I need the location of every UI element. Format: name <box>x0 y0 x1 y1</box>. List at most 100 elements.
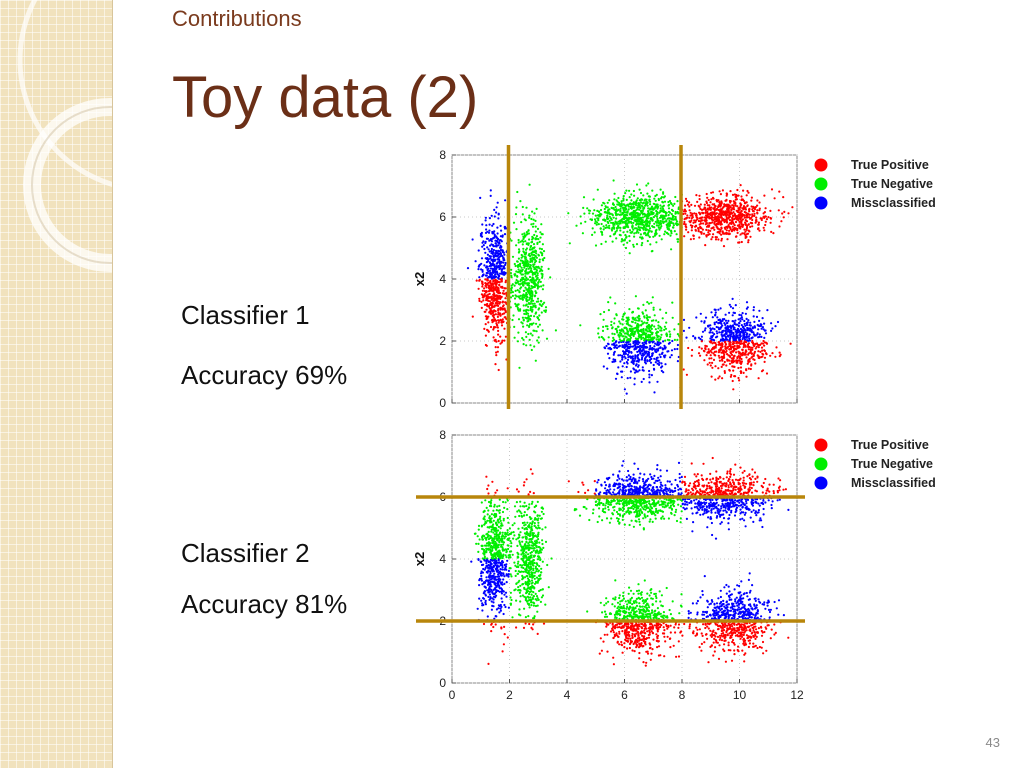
data-point <box>647 330 649 332</box>
data-point <box>700 203 702 205</box>
data-point <box>497 573 499 575</box>
data-point <box>751 337 753 339</box>
data-point <box>683 223 685 225</box>
data-point <box>594 222 596 224</box>
data-point <box>712 348 714 350</box>
data-point <box>656 331 658 333</box>
data-point <box>495 522 497 524</box>
data-point <box>656 381 658 383</box>
data-point <box>640 338 642 340</box>
data-point <box>529 255 531 257</box>
section-label: Contributions <box>172 6 302 32</box>
data-point <box>519 263 521 265</box>
data-point <box>542 303 544 305</box>
data-point <box>493 538 495 540</box>
data-point <box>598 223 600 225</box>
data-point <box>685 229 687 231</box>
decorative-side-panel <box>0 0 113 768</box>
data-point <box>668 222 670 224</box>
data-point <box>501 597 503 599</box>
data-point <box>711 376 713 378</box>
data-point <box>633 210 635 212</box>
data-point <box>596 224 598 226</box>
data-point <box>490 545 492 547</box>
data-point <box>479 578 481 580</box>
data-point <box>510 573 512 575</box>
data-point <box>613 322 615 324</box>
data-point <box>607 218 609 220</box>
data-point <box>517 332 519 334</box>
data-point <box>530 268 532 270</box>
data-point <box>623 356 625 358</box>
data-point <box>633 214 635 216</box>
data-point <box>495 623 497 625</box>
data-point <box>705 317 707 319</box>
data-point <box>708 204 710 206</box>
data-point <box>769 355 771 357</box>
data-point <box>779 352 781 354</box>
data-point <box>523 251 525 253</box>
data-point <box>639 236 641 238</box>
data-point <box>706 354 708 356</box>
data-point <box>484 593 486 595</box>
data-point <box>484 521 486 523</box>
data-point <box>534 303 536 305</box>
data-point <box>480 600 482 602</box>
data-point <box>612 222 614 224</box>
data-point <box>739 357 741 359</box>
data-point <box>483 244 485 246</box>
data-point <box>657 321 659 323</box>
data-point <box>498 261 500 263</box>
data-point <box>500 553 502 555</box>
data-point <box>535 250 537 252</box>
data-point <box>512 524 514 526</box>
data-point <box>714 322 716 324</box>
data-point <box>533 243 535 245</box>
data-point <box>646 346 648 348</box>
data-point <box>720 217 722 219</box>
data-point <box>536 595 538 597</box>
data-point <box>764 357 766 359</box>
data-point <box>495 615 497 617</box>
data-point <box>645 184 647 186</box>
data-point <box>632 203 634 205</box>
data-point <box>758 222 760 224</box>
data-point <box>489 262 491 264</box>
data-point <box>525 295 527 297</box>
data-point <box>517 340 519 342</box>
data-point <box>489 270 491 272</box>
data-point <box>507 499 509 501</box>
data-point <box>508 570 510 572</box>
data-point <box>491 319 493 321</box>
data-point <box>629 240 631 242</box>
data-point <box>536 208 538 210</box>
data-point <box>655 328 657 330</box>
data-point <box>623 209 625 211</box>
data-point <box>726 229 728 231</box>
data-point <box>667 233 669 235</box>
data-point <box>658 225 660 227</box>
data-point <box>691 229 693 231</box>
data-point <box>762 317 764 319</box>
data-point <box>675 211 677 213</box>
data-point <box>771 352 773 354</box>
data-point <box>675 216 677 218</box>
data-point <box>691 225 693 227</box>
data-point <box>601 204 603 206</box>
data-point <box>723 363 725 365</box>
data-point <box>536 301 538 303</box>
data-point <box>631 311 633 313</box>
data-point <box>702 222 704 224</box>
data-point <box>614 302 616 304</box>
data-point <box>748 209 750 211</box>
data-point <box>490 283 492 285</box>
data-point <box>524 256 526 258</box>
data-point <box>725 364 727 366</box>
data-point <box>477 535 479 537</box>
data-point <box>634 354 636 356</box>
data-point <box>527 333 529 335</box>
data-point <box>754 351 756 353</box>
data-point <box>728 335 730 337</box>
data-point <box>712 316 714 318</box>
data-point <box>721 335 723 337</box>
